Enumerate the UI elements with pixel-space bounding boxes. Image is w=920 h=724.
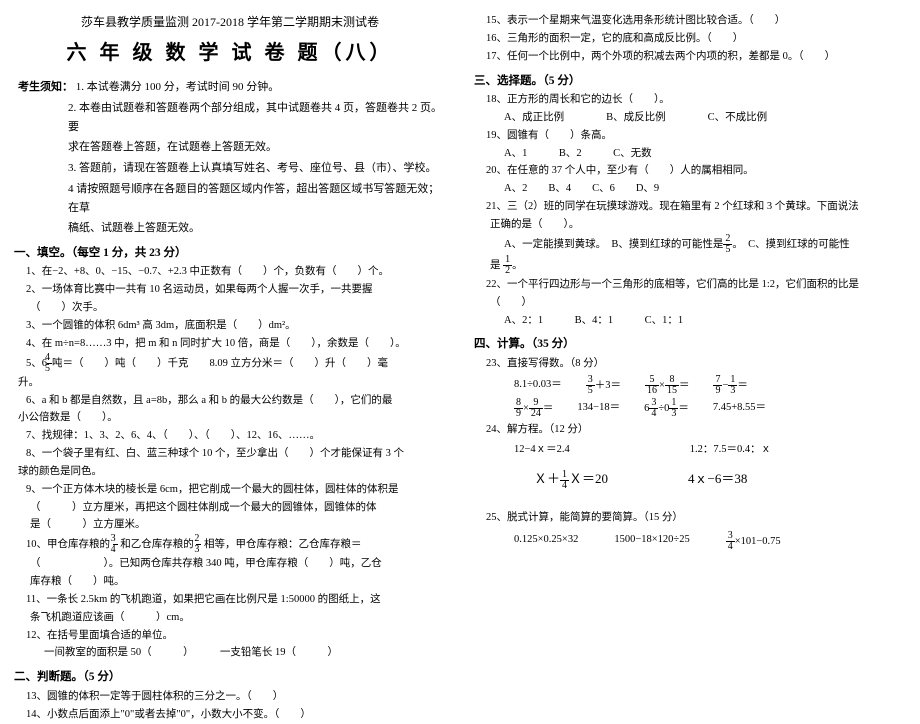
- calc-row-1: 8.1÷0.03＝ 35＋3＝ 516×815＝ 79−13＝: [474, 375, 906, 396]
- equation-row: Ｘ＋14Ｘ＝20 4ｘ−6＝38: [474, 468, 906, 491]
- q22opt: A、2：1 B、4：1 C、1：1: [474, 312, 906, 330]
- q21b: 正确的是（ ）。: [474, 216, 906, 234]
- q22: 22、一个平行四边形与一个三角形的底相等，它们高的比是 1:2，它们面积的比是: [474, 276, 906, 294]
- q19: 19、圆锥有（ ）条高。: [474, 127, 906, 145]
- q8: 8、一个袋子里有红、白、蓝三种球个 10 个，至少拿出（ ）个才能保证有 3 个: [14, 445, 446, 463]
- q10d: （ ）。已知两仓库共存粮 340 吨，甲仓库存粮（ ）吨，乙仓: [14, 555, 446, 573]
- q22b: （ ）: [474, 294, 906, 312]
- q15: 15、表示一个星期来气温变化选用条形统计图比较合适。（ ）: [474, 12, 906, 30]
- c1b: 35＋3＝: [586, 375, 621, 396]
- q3: 3、一个圆锥的体积 6dm³ 高 3dm，底面积是（ ）dm²。: [14, 317, 446, 335]
- c2a: 89×924＝: [514, 398, 553, 419]
- header-subtitle: 莎车县教学质量监测 2017-2018 学年第二学期期末测试卷: [14, 12, 446, 32]
- instr-4: 4 请按照题号顺序在各题目的答题区域内作答，超出答题区域书写答题无效；在草: [14, 180, 446, 217]
- left-column: 莎车县教学质量监测 2017-2018 学年第二学期期末测试卷 六 年 级 数 …: [0, 0, 460, 650]
- c3b: 1.2：7.5＝0.4：ｘ: [690, 441, 771, 459]
- q10e: 库存粮（ ）吨。: [14, 573, 446, 591]
- q12b: 一间教室的面积是 50（ ） 一支铅笔长 19（ ）: [14, 644, 446, 662]
- exam-title: 六 年 级 数 学 试 卷 题（八）: [14, 36, 446, 70]
- instr-label: 考生须知：: [18, 81, 73, 93]
- c1d: 79−13＝: [713, 375, 747, 396]
- q6b: 小公倍数是（ ）。: [14, 409, 446, 427]
- q10a: 10、甲仓库存粮的: [26, 539, 110, 550]
- q12: 12、在括号里面填合适的单位。: [14, 627, 446, 645]
- q23: 23、直接写得数。（8 分）: [474, 355, 906, 373]
- eq2: 4ｘ−6＝38: [688, 468, 747, 491]
- section-2-title: 二、判断题。（5 分）: [14, 668, 446, 688]
- q24: 24、解方程。（12 分）: [474, 421, 906, 439]
- q6: 6、a 和 b 都是自然数，且 a=8b，那么 a 和 b 的最大公约数是（ ）…: [14, 392, 446, 410]
- c1a: 8.1÷0.03＝: [514, 376, 562, 394]
- q5a: 5、6: [26, 358, 47, 369]
- q13: 13、圆锥的体积一定等于圆柱体积的三分之一。（ ）: [14, 688, 446, 706]
- q21optC: 。 C、摸到红球的可能性: [732, 239, 849, 250]
- q21e: 。: [512, 260, 523, 271]
- c5c: 34×101−0.75: [726, 531, 781, 552]
- frac-2-3: 23: [196, 534, 201, 555]
- q9c: 是（ ）立方厘米。: [14, 516, 446, 534]
- q18: 18、正方形的周长和它的边长（ ）。: [474, 91, 906, 109]
- c2b: 134−18＝: [577, 399, 620, 417]
- q20: 20、在任意的 37 个人中，至少有（ ）人的属相相同。: [474, 162, 906, 180]
- q21: 21、三（2）班的同学在玩摸球游戏。现在箱里有 2 个红球和 3 个黄球。下面说…: [474, 198, 906, 216]
- instr-3: 3. 答题前，请现在答题卷上认真填写姓名、考号、座位号、县（市）、学校。: [14, 159, 446, 178]
- c5b: 1500−18×120÷25: [614, 531, 689, 552]
- c1c: 516×815＝: [645, 375, 689, 396]
- c2d: 7.45+8.55＝: [713, 399, 766, 417]
- q2: 2、一场体育比赛中一共有 10 名运动员，如果每两个人握一次手，一共要握: [14, 281, 446, 299]
- section-4-title: 四、计算。（35 分）: [474, 335, 906, 355]
- frac-3-4: 34: [113, 534, 118, 555]
- q14: 14、小数点后面添上"0"或者去掉"0"，小数大小不变。（ ）: [14, 706, 446, 724]
- right-column: 15、表示一个星期来气温变化选用条形统计图比较合适。（ ） 16、三角形的面积一…: [460, 0, 920, 650]
- q21optA: A、一定能摸到黄球。 B、摸到红球的可能性是: [504, 239, 723, 250]
- q11: 11、一条长 2.5km 的飞机跑道，如果把它画在比例尺是 1:50000 的图…: [14, 591, 446, 609]
- q21d-line: 是 12。: [474, 255, 906, 276]
- q11b: 条飞机跑道应该画（ ）cm。: [14, 609, 446, 627]
- q1: 1、在−2、+8、0、−15、−0.7、+2.3 中正数有（ ）个，负数有（ ）…: [14, 263, 446, 281]
- q20opt: A、2 B、4 C、6 D、9: [474, 180, 906, 198]
- q9b: （ ）立方厘米，再把这个圆柱体削成一个最大的圆锥体，圆锥体的体: [14, 499, 446, 517]
- q18opt: A、成正比例 B、成反比例 C、不成比例: [474, 109, 906, 127]
- q5: 5、645吨＝（ ）吨（ ）千克 8.09 立方分米＝（ ）升（ ）毫: [14, 353, 446, 374]
- q10c: 相等，甲仓库存粮：乙仓库存粮＝: [204, 539, 362, 550]
- q5b: 吨＝（ ）吨（ ）千克 8.09 立方分米＝（ ）升（ ）毫: [52, 358, 388, 369]
- q10: 10、甲仓库存粮的 34 和乙仓库存粮的 23 相等，甲仓库存粮：乙仓库存粮＝: [14, 534, 446, 555]
- q5c: 升。: [14, 374, 446, 392]
- c5a: 0.125×0.25×32: [514, 531, 578, 552]
- instr-2: 2. 本卷由试题卷和答题卷两个部分组成，其中试题卷共 4 页，答题卷共 2 页。…: [14, 99, 446, 136]
- section-1-title: 一、填空。（每空 1 分，共 23 分）: [14, 244, 446, 264]
- q10b: 和乙仓库存粮的: [120, 539, 194, 550]
- q8b: 球的颜色是同色。: [14, 463, 446, 481]
- q7: 7、找规律：1、3、2、6、4、（ ）、（ ）、12、16、……。: [14, 427, 446, 445]
- q2b: （ ）次手。: [14, 299, 446, 317]
- frac-1-2: 12: [503, 255, 512, 276]
- q17: 17、任何一个比例中，两个外项的积减去两个内项的积，差都是 0。（ ）: [474, 48, 906, 66]
- calc-row-3: 12−4ｘ＝2.4 1.2：7.5＝0.4：ｘ: [474, 441, 906, 459]
- q25: 25、脱式计算，能简算的要简算。（15 分）: [474, 509, 906, 527]
- c2c: 634÷013＝: [644, 398, 689, 419]
- c3a: 12−4ｘ＝2.4: [514, 441, 570, 459]
- q16: 16、三角形的面积一定，它的底和高成反比例。（ ）: [474, 30, 906, 48]
- eq1: Ｘ＋14Ｘ＝20: [534, 468, 608, 491]
- section-3-title: 三、选择题。（5 分）: [474, 72, 906, 92]
- calc-row-5: 0.125×0.25×32 1500−18×120÷25 34×101−0.75: [474, 531, 906, 552]
- instruction-block: 考生须知： 1. 本试卷满分 100 分，考试时间 90 分钟。: [14, 78, 446, 97]
- q21d: 是: [490, 260, 501, 271]
- q4: 4、在 m÷n=8……3 中，把 m 和 n 同时扩大 10 倍，商是（ ），余…: [14, 335, 446, 353]
- q21opt: A、一定能摸到黄球。 B、摸到红球的可能性是25。 C、摸到红球的可能性: [474, 234, 906, 255]
- q19opt: A、1 B、2 C、无数: [474, 145, 906, 163]
- calc-row-2: 89×924＝ 134−18＝ 634÷013＝ 7.45+8.55＝: [474, 398, 906, 419]
- instr-4b: 稿纸、试题卷上答题无效。: [14, 219, 446, 238]
- q9: 9、一个正方体木块的棱长是 6cm，把它削成一个最大的圆柱体，圆柱体的体积是: [14, 481, 446, 499]
- instr-1: 1. 本试卷满分 100 分，考试时间 90 分钟。: [76, 81, 280, 93]
- frac-2-5: 25: [723, 234, 732, 255]
- instr-2b: 求在答题卷上答题，在试题卷上答题无效。: [14, 138, 446, 157]
